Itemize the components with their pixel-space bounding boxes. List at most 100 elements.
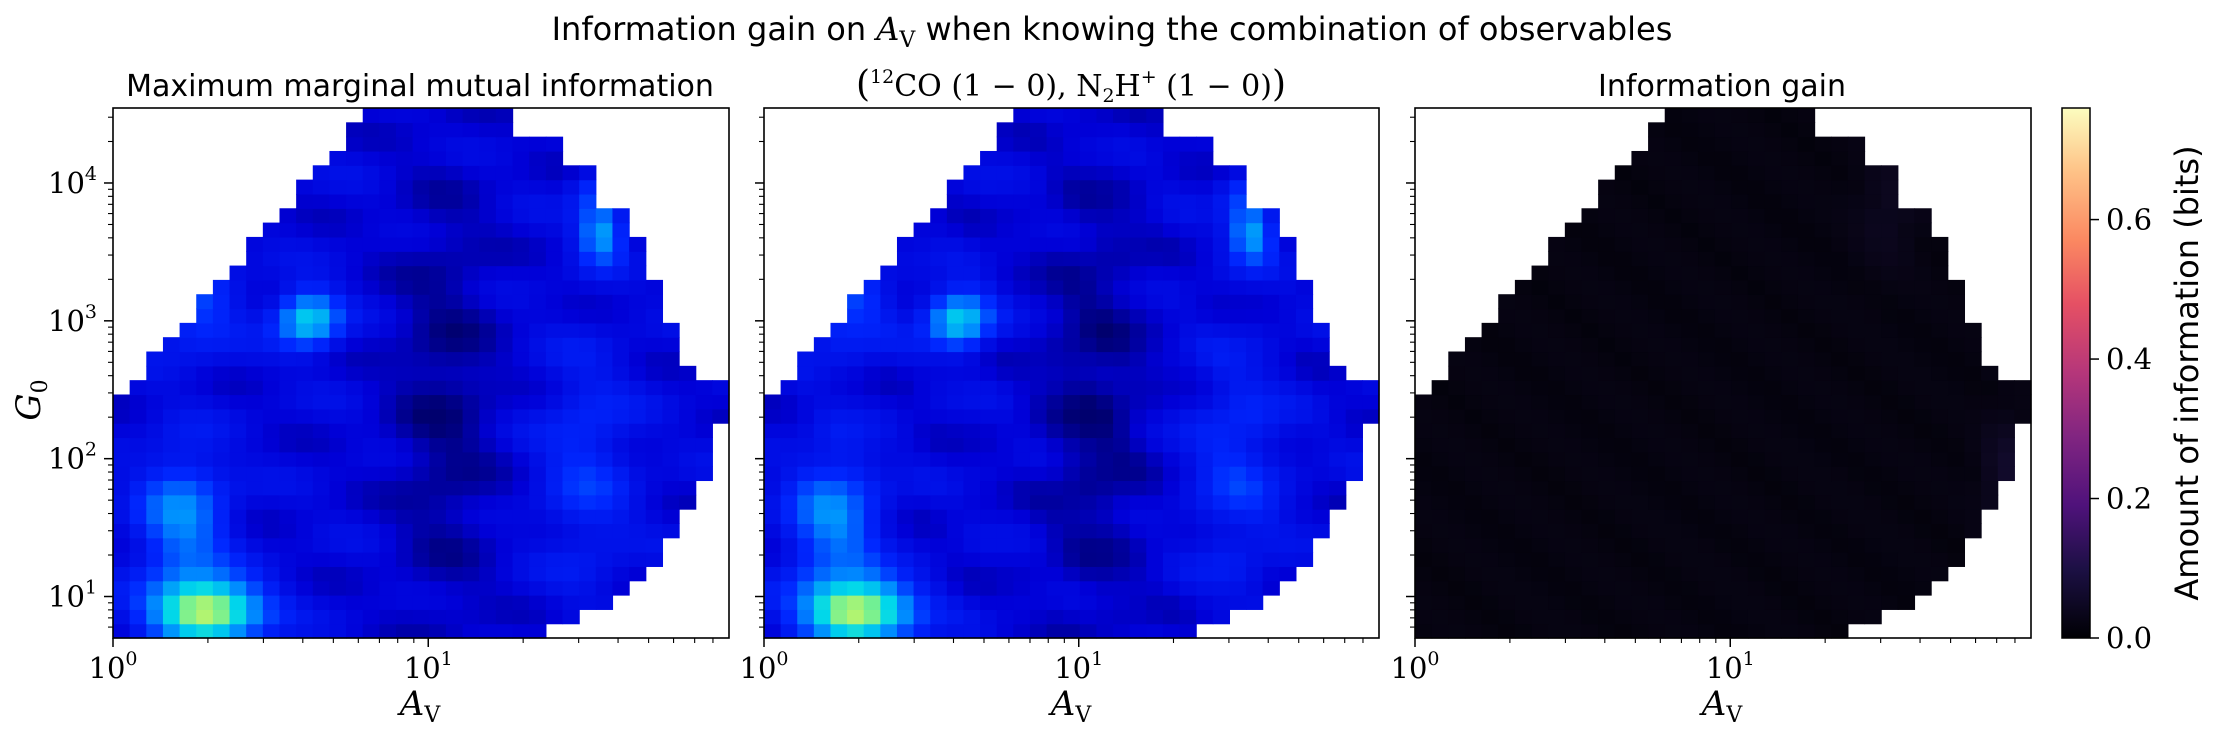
heatmap-cell (1146, 236, 1164, 252)
heatmap-cell (1046, 308, 1064, 324)
heatmap-cell (579, 294, 597, 310)
heatmap-cell (512, 566, 530, 582)
heatmap-cell (279, 408, 297, 424)
heatmap-cell (1514, 279, 1533, 295)
heatmap-cell (1431, 537, 1449, 553)
heatmap-cell (1514, 623, 1533, 639)
heatmap-cell (1345, 408, 1363, 424)
heatmap-cell (1714, 251, 1732, 267)
heatmap-cell (1897, 351, 1916, 367)
heatmap-cell (880, 466, 898, 482)
heatmap-cell (479, 351, 497, 367)
heatmap-cell (645, 380, 664, 396)
heatmap-cell (1046, 537, 1064, 553)
heatmap-cell (1781, 136, 1799, 152)
heatmap-cell (595, 351, 614, 367)
heatmap-cell (512, 380, 530, 396)
heatmap-cell (996, 394, 1014, 410)
heatmap-cell (1481, 365, 1499, 381)
heatmap-cell (379, 494, 397, 510)
heatmap-cell (813, 552, 832, 567)
heatmap-cell (545, 236, 564, 252)
heatmap-cell (1664, 108, 1682, 123)
heatmap-cell (1997, 451, 2015, 467)
heatmap-cell (1113, 179, 1131, 195)
heatmap-cell (612, 308, 630, 324)
heatmap-cell (1781, 165, 1799, 181)
colorbar-label: Amount of information (bits) (2168, 145, 2206, 600)
heatmap-cell (1714, 236, 1732, 252)
heatmap-cell (1531, 494, 1549, 510)
heatmap-cell (1415, 523, 1433, 539)
heatmap-cell (1731, 322, 1749, 338)
heatmap-cell (1581, 537, 1599, 553)
heatmap-cell (880, 437, 898, 453)
heatmap-cell (996, 523, 1014, 539)
heatmap-cell (1046, 623, 1064, 639)
heatmap-cell (495, 552, 514, 567)
heatmap-cell (1312, 408, 1330, 424)
heatmap-cell (1864, 265, 1882, 281)
heatmap-cell (946, 552, 965, 567)
heatmap-cell (1764, 179, 1782, 195)
heatmap-cell (1146, 208, 1164, 224)
heatmap-cell (645, 294, 664, 310)
heatmap-cell (913, 408, 931, 424)
heatmap-cell (545, 351, 564, 367)
heatmap-cell (312, 537, 331, 553)
heatmap-cell (1448, 480, 1466, 496)
heatmap-cell (462, 580, 480, 596)
heatmap-cell (479, 552, 497, 567)
heatmap-cell (1764, 408, 1782, 424)
heatmap-cell (1581, 380, 1599, 396)
heatmap-cell (946, 236, 965, 252)
heatmap-cell (229, 466, 247, 482)
heatmap-cell (1731, 208, 1749, 224)
heatmap-cell (362, 365, 380, 381)
heatmap-cell (1814, 523, 1832, 539)
heatmap-cell (1931, 523, 1949, 539)
heatmap-cell (1614, 380, 1633, 396)
heatmap-cell (1063, 136, 1081, 152)
heatmap-cell (362, 294, 380, 310)
heatmap-cell (1747, 509, 1766, 524)
heatmap-cell (1631, 294, 1649, 310)
heatmap-cell (479, 566, 497, 582)
heatmap-cell (847, 408, 865, 424)
heatmap-cell (162, 509, 181, 524)
heatmap-cell (529, 451, 547, 467)
heatmap-cell (196, 480, 214, 496)
heatmap-cell (946, 480, 965, 496)
heatmap-cell (1764, 552, 1782, 567)
heatmap-cell (880, 265, 898, 281)
heatmap-cell (1079, 394, 1098, 410)
heatmap-cell (830, 423, 848, 439)
heatmap-cell (695, 451, 713, 467)
heatmap-cell (162, 566, 181, 582)
heatmap-cell (963, 537, 981, 553)
heatmap-cell (362, 222, 380, 238)
heatmap-cell (1079, 451, 1098, 467)
heatmap-cell (229, 408, 247, 424)
heatmap-cell (296, 580, 314, 596)
heatmap-cell (1814, 380, 1832, 396)
heatmap-cell (1295, 480, 1314, 496)
heatmap-cell (1431, 423, 1449, 439)
heatmap-cell (1531, 265, 1549, 281)
heatmap-cell (1312, 494, 1330, 510)
heatmap-cell (1781, 523, 1799, 539)
heatmap-cell (479, 451, 497, 467)
heatmap-cell (797, 480, 815, 496)
heatmap-cell (1514, 609, 1533, 625)
heatmap-cell (1212, 165, 1230, 181)
heatmap-cell (980, 523, 998, 539)
heatmap-cell (863, 451, 881, 467)
heatmap-cell (1229, 509, 1247, 524)
heatmap-cell (1564, 308, 1583, 324)
heatmap-cell (1196, 380, 1214, 396)
heatmap-cell (1931, 365, 1949, 381)
heatmap-cell (246, 365, 264, 381)
heatmap-cell (913, 394, 931, 410)
heatmap-cell (512, 480, 530, 496)
heatmap-cell (797, 523, 815, 539)
